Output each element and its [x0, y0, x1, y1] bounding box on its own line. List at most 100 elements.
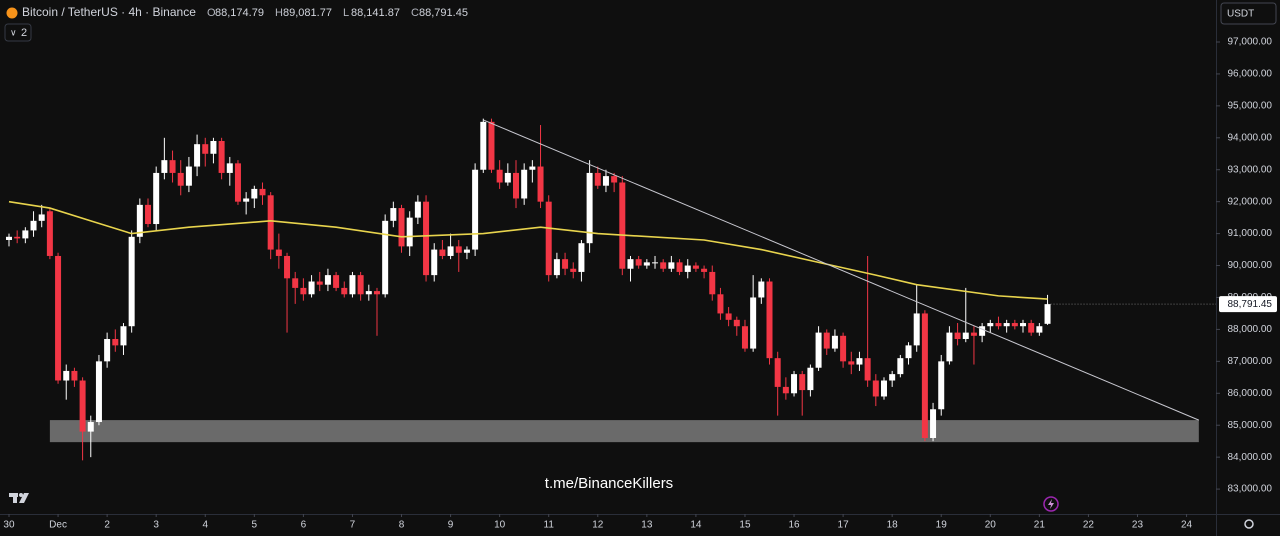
candle-body [946, 332, 953, 362]
ohlc-key: H [275, 7, 283, 19]
candle-body [692, 265, 699, 269]
candle-body [717, 294, 724, 314]
candle-body [995, 323, 1002, 327]
x-tick-label: 13 [641, 520, 653, 531]
candle-body [619, 182, 626, 269]
plot-area [5, 118, 1200, 461]
candle-body [913, 313, 920, 346]
x-tick-label: 6 [301, 520, 307, 531]
candle-body [594, 172, 601, 186]
x-tick-label: 7 [350, 520, 356, 531]
candle-body [463, 249, 470, 253]
candle-body [243, 198, 250, 202]
candle-body [71, 370, 78, 381]
candle-body [267, 195, 274, 250]
y-tick-label: 96,000.00 [1228, 69, 1273, 80]
candle-body [831, 335, 838, 349]
candle-body [725, 313, 732, 320]
candle-body [889, 374, 896, 381]
x-tick-label: 10 [494, 520, 506, 531]
x-tick-label: 20 [985, 520, 997, 531]
candle-body [872, 380, 879, 397]
candle-body [259, 188, 266, 196]
y-tick-label: 83,000.00 [1228, 484, 1273, 495]
candle-body [30, 220, 37, 231]
candle-body [373, 291, 380, 295]
indicator-chevron: ∨ [10, 27, 17, 37]
candle-body [447, 246, 454, 256]
x-tick-label: 23 [1132, 520, 1144, 531]
candle-body [611, 176, 618, 183]
candle-body [652, 262, 659, 264]
candle-body [733, 319, 740, 327]
candle-body [774, 358, 781, 387]
x-tick-label: 19 [936, 520, 948, 531]
symbol-title: Bitcoin / TetherUS · 4h · Binance [22, 5, 196, 19]
candle-body [112, 338, 119, 346]
ohlc-value: 88,791.45 [419, 7, 468, 19]
candle-body [758, 281, 765, 298]
candle-body [1044, 304, 1051, 324]
currency-label: USDT [1227, 9, 1254, 20]
candle-body [333, 275, 340, 288]
candle-body [365, 291, 372, 295]
candle-body [153, 172, 160, 225]
x-tick-label: 12 [592, 520, 604, 531]
x-tick-label: 30 [3, 520, 15, 531]
tv-logo [9, 493, 29, 503]
candle-body [741, 326, 748, 349]
y-tick-label: 88,000.00 [1228, 324, 1273, 335]
candle-body [185, 166, 192, 186]
candle-body [627, 259, 634, 269]
ohlc-value: 88,174.79 [215, 7, 264, 19]
ohlc-value: 89,081.77 [283, 7, 332, 19]
candle-body [194, 144, 201, 167]
candle-body [316, 281, 323, 285]
y-tick-label: 92,000.00 [1228, 196, 1273, 207]
indicator-toggle[interactable] [4, 23, 32, 42]
candle-body [104, 338, 111, 362]
candle-body [145, 204, 152, 225]
candle-body [668, 262, 675, 269]
y-tick-label: 87,000.00 [1228, 356, 1273, 367]
candle-body [504, 172, 511, 183]
candle-body [954, 332, 961, 339]
x-tick-label: 17 [838, 520, 850, 531]
candle-body [382, 220, 389, 295]
candle-body [897, 358, 904, 375]
settings-icon[interactable] [1244, 519, 1254, 529]
candle-body [95, 361, 102, 423]
candle-body [840, 335, 847, 362]
y-tick-label: 90,000.00 [1228, 260, 1273, 271]
candle-body [292, 278, 299, 288]
candle-body [750, 297, 757, 349]
y-tick-label: 95,000.00 [1228, 101, 1273, 112]
candle-body [799, 374, 806, 391]
candle-body [226, 163, 233, 173]
currency-button[interactable] [1220, 2, 1277, 25]
candle-body [962, 332, 969, 339]
x-tick-label: Dec [49, 520, 67, 531]
candle-body [79, 380, 86, 432]
candle-body [202, 144, 209, 154]
candle-body [22, 230, 29, 239]
candle-body [602, 176, 609, 186]
candle-body [578, 243, 585, 272]
candle-body [357, 275, 364, 295]
candle-body [766, 281, 773, 359]
candle-body [684, 265, 691, 272]
candle-body [177, 172, 184, 186]
candle-body [308, 281, 315, 295]
flash-icon[interactable] [1043, 496, 1059, 512]
y-tick-label: 86,000.00 [1228, 388, 1273, 399]
candle-body [120, 326, 127, 346]
candle-body [161, 160, 168, 173]
candle-body [87, 422, 94, 432]
candle-body [562, 259, 569, 269]
y-tick-label: 91,000.00 [1228, 228, 1273, 239]
candle-body [414, 201, 421, 218]
candle-body [537, 166, 544, 202]
ohlc-key: O [207, 7, 216, 19]
x-tick-label: 9 [448, 520, 454, 531]
